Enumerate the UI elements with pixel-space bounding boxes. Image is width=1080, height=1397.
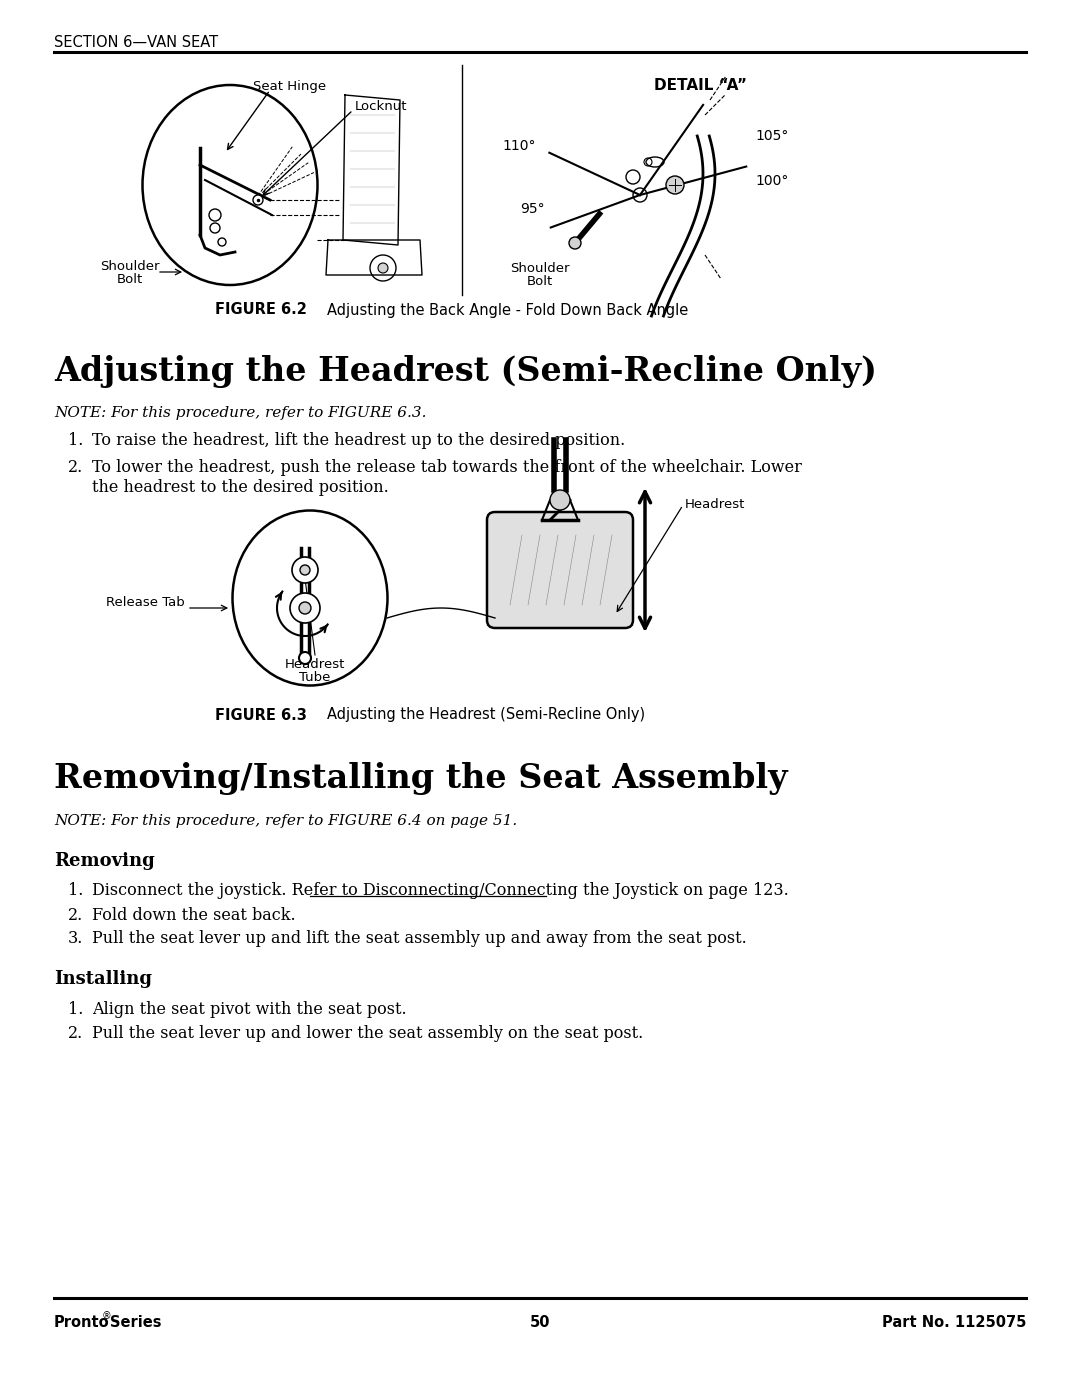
Text: 2.: 2. [68,460,83,476]
Text: To lower the headrest, push the release tab towards the front of the wheelchair.: To lower the headrest, push the release … [92,460,801,476]
Text: Seat Hinge: Seat Hinge [254,80,326,94]
Text: Removing: Removing [54,852,154,870]
Text: 2.: 2. [68,907,83,923]
Text: SECTION 6—VAN SEAT: SECTION 6—VAN SEAT [54,35,218,50]
Text: Locknut: Locknut [355,101,407,113]
Text: 105°: 105° [755,129,788,142]
Text: Tube: Tube [299,671,330,685]
Text: DETAIL “A”: DETAIL “A” [653,78,746,94]
Text: Fold down the seat back.: Fold down the seat back. [92,907,296,923]
Circle shape [550,490,570,510]
Text: Series: Series [110,1315,162,1330]
Circle shape [569,237,581,249]
Text: Release Tab: Release Tab [106,595,185,609]
Text: Part No. 1125075: Part No. 1125075 [881,1315,1026,1330]
Text: 50: 50 [530,1315,550,1330]
Text: Headrest: Headrest [685,499,745,511]
Circle shape [378,263,388,272]
Text: 110°: 110° [502,138,536,154]
Text: Shoulder: Shoulder [510,263,570,275]
Text: 100°: 100° [755,175,788,189]
Text: Bolt: Bolt [117,272,144,286]
Text: Adjusting the Back Angle - Fold Down Back Angle: Adjusting the Back Angle - Fold Down Bac… [327,303,688,317]
Text: FIGURE 6.2: FIGURE 6.2 [215,303,307,317]
Polygon shape [326,240,422,275]
Circle shape [300,564,310,576]
Text: Pull the seat lever up and lower the seat assembly on the seat post.: Pull the seat lever up and lower the sea… [92,1025,644,1042]
Text: Pronto: Pronto [54,1315,110,1330]
Text: Installing: Installing [54,970,152,988]
Text: 95°: 95° [519,203,544,217]
FancyBboxPatch shape [487,511,633,629]
Text: Pull the seat lever up and lift the seat assembly up and away from the seat post: Pull the seat lever up and lift the seat… [92,930,746,947]
Circle shape [292,557,318,583]
Circle shape [299,602,311,615]
Text: 1.: 1. [68,1002,83,1018]
Text: NOTE: For this procedure, refer to FIGURE 6.4 on page 51.: NOTE: For this procedure, refer to FIGUR… [54,814,517,828]
Text: ®: ® [102,1310,111,1322]
Circle shape [299,652,311,664]
Text: NOTE: For this procedure, refer to FIGURE 6.3.: NOTE: For this procedure, refer to FIGUR… [54,407,427,420]
Text: Bolt: Bolt [527,275,553,288]
Text: FIGURE 6.3: FIGURE 6.3 [215,707,307,722]
Text: Shoulder: Shoulder [100,260,160,272]
Text: To raise the headrest, lift the headrest up to the desired position.: To raise the headrest, lift the headrest… [92,432,625,448]
Text: Removing/Installing the Seat Assembly: Removing/Installing the Seat Assembly [54,761,787,795]
Text: Disconnect the joystick. Refer to Disconnecting/Connecting the Joystick on page : Disconnect the joystick. Refer to Discon… [92,882,788,900]
Text: Adjusting the Headrest (Semi-Recline Only): Adjusting the Headrest (Semi-Recline Onl… [54,355,877,388]
Text: 2.: 2. [68,1025,83,1042]
Text: Align the seat pivot with the seat post.: Align the seat pivot with the seat post. [92,1002,407,1018]
Text: 3.: 3. [68,930,83,947]
Text: Headrest: Headrest [285,658,346,671]
Polygon shape [343,95,400,244]
Text: the headrest to the desired position.: the headrest to the desired position. [92,479,389,496]
Text: 1.: 1. [68,432,83,448]
Circle shape [253,196,264,205]
Text: 1.: 1. [68,882,83,900]
Circle shape [666,176,684,194]
Text: Adjusting the Headrest (Semi-Recline Only): Adjusting the Headrest (Semi-Recline Onl… [327,707,645,722]
Circle shape [291,592,320,623]
